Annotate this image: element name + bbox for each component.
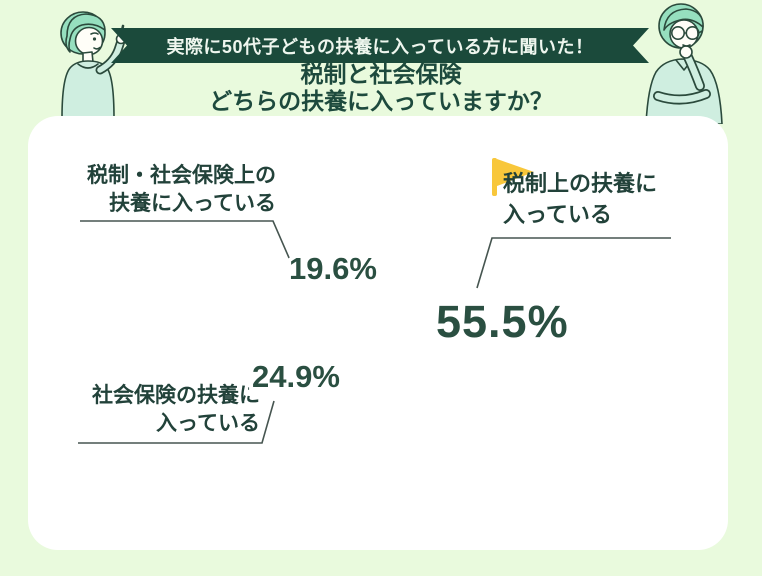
person-man-illustration: [645, 3, 723, 124]
value-label-tax-outline: 55.5%: [432, 292, 572, 351]
segment-label-both-line1: 税制・社会保険上の: [87, 164, 276, 187]
title-line1: 税制と社会保険: [300, 61, 462, 87]
segment-label-tax-line1: 税制上の扶養に: [503, 171, 658, 196]
segment-label-social: 社会保険の扶養に 入っている: [58, 382, 260, 438]
value-label-social-text: 24.9%: [252, 359, 340, 394]
segment-label-tax-line2: 入っている: [503, 202, 612, 227]
segment-label-social-line2: 入っている: [156, 412, 260, 435]
value-label-both: 19.6% 19.6%: [285, 247, 381, 290]
segment-label-tax: 税制上の扶養に 入っている: [503, 168, 693, 230]
value-label-social: 24.9% 24.9%: [248, 355, 344, 398]
chart-card: [28, 116, 728, 550]
value-label-both-outline: 19.6%: [285, 247, 381, 290]
segment-label-both-line2: 扶養に入っている: [109, 192, 276, 215]
segment-label-both: 税制・社会保険上の 扶養に入っている: [54, 162, 276, 218]
value-label-tax-text: 55.5%: [436, 296, 569, 347]
page-title: 税制と社会保険 どちらの扶養に入っていますか？: [0, 61, 762, 115]
value-label-social-outline: 24.9%: [248, 355, 344, 398]
person-woman-illustration: [60, 11, 127, 118]
title-line2: どちらの扶養に入っていますか？: [209, 88, 553, 114]
value-label-both-text: 19.6%: [289, 251, 377, 286]
segment-label-social-line1: 社会保険の扶養に: [92, 384, 260, 407]
value-label-tax: 55.5% 55.5%: [432, 292, 572, 351]
ribbon-text: 実際に50代子どもの扶養に入っている方に聞いた！: [166, 36, 594, 57]
ribbon-banner: 実際に50代子どもの扶養に入っている方に聞いた！: [111, 28, 649, 63]
